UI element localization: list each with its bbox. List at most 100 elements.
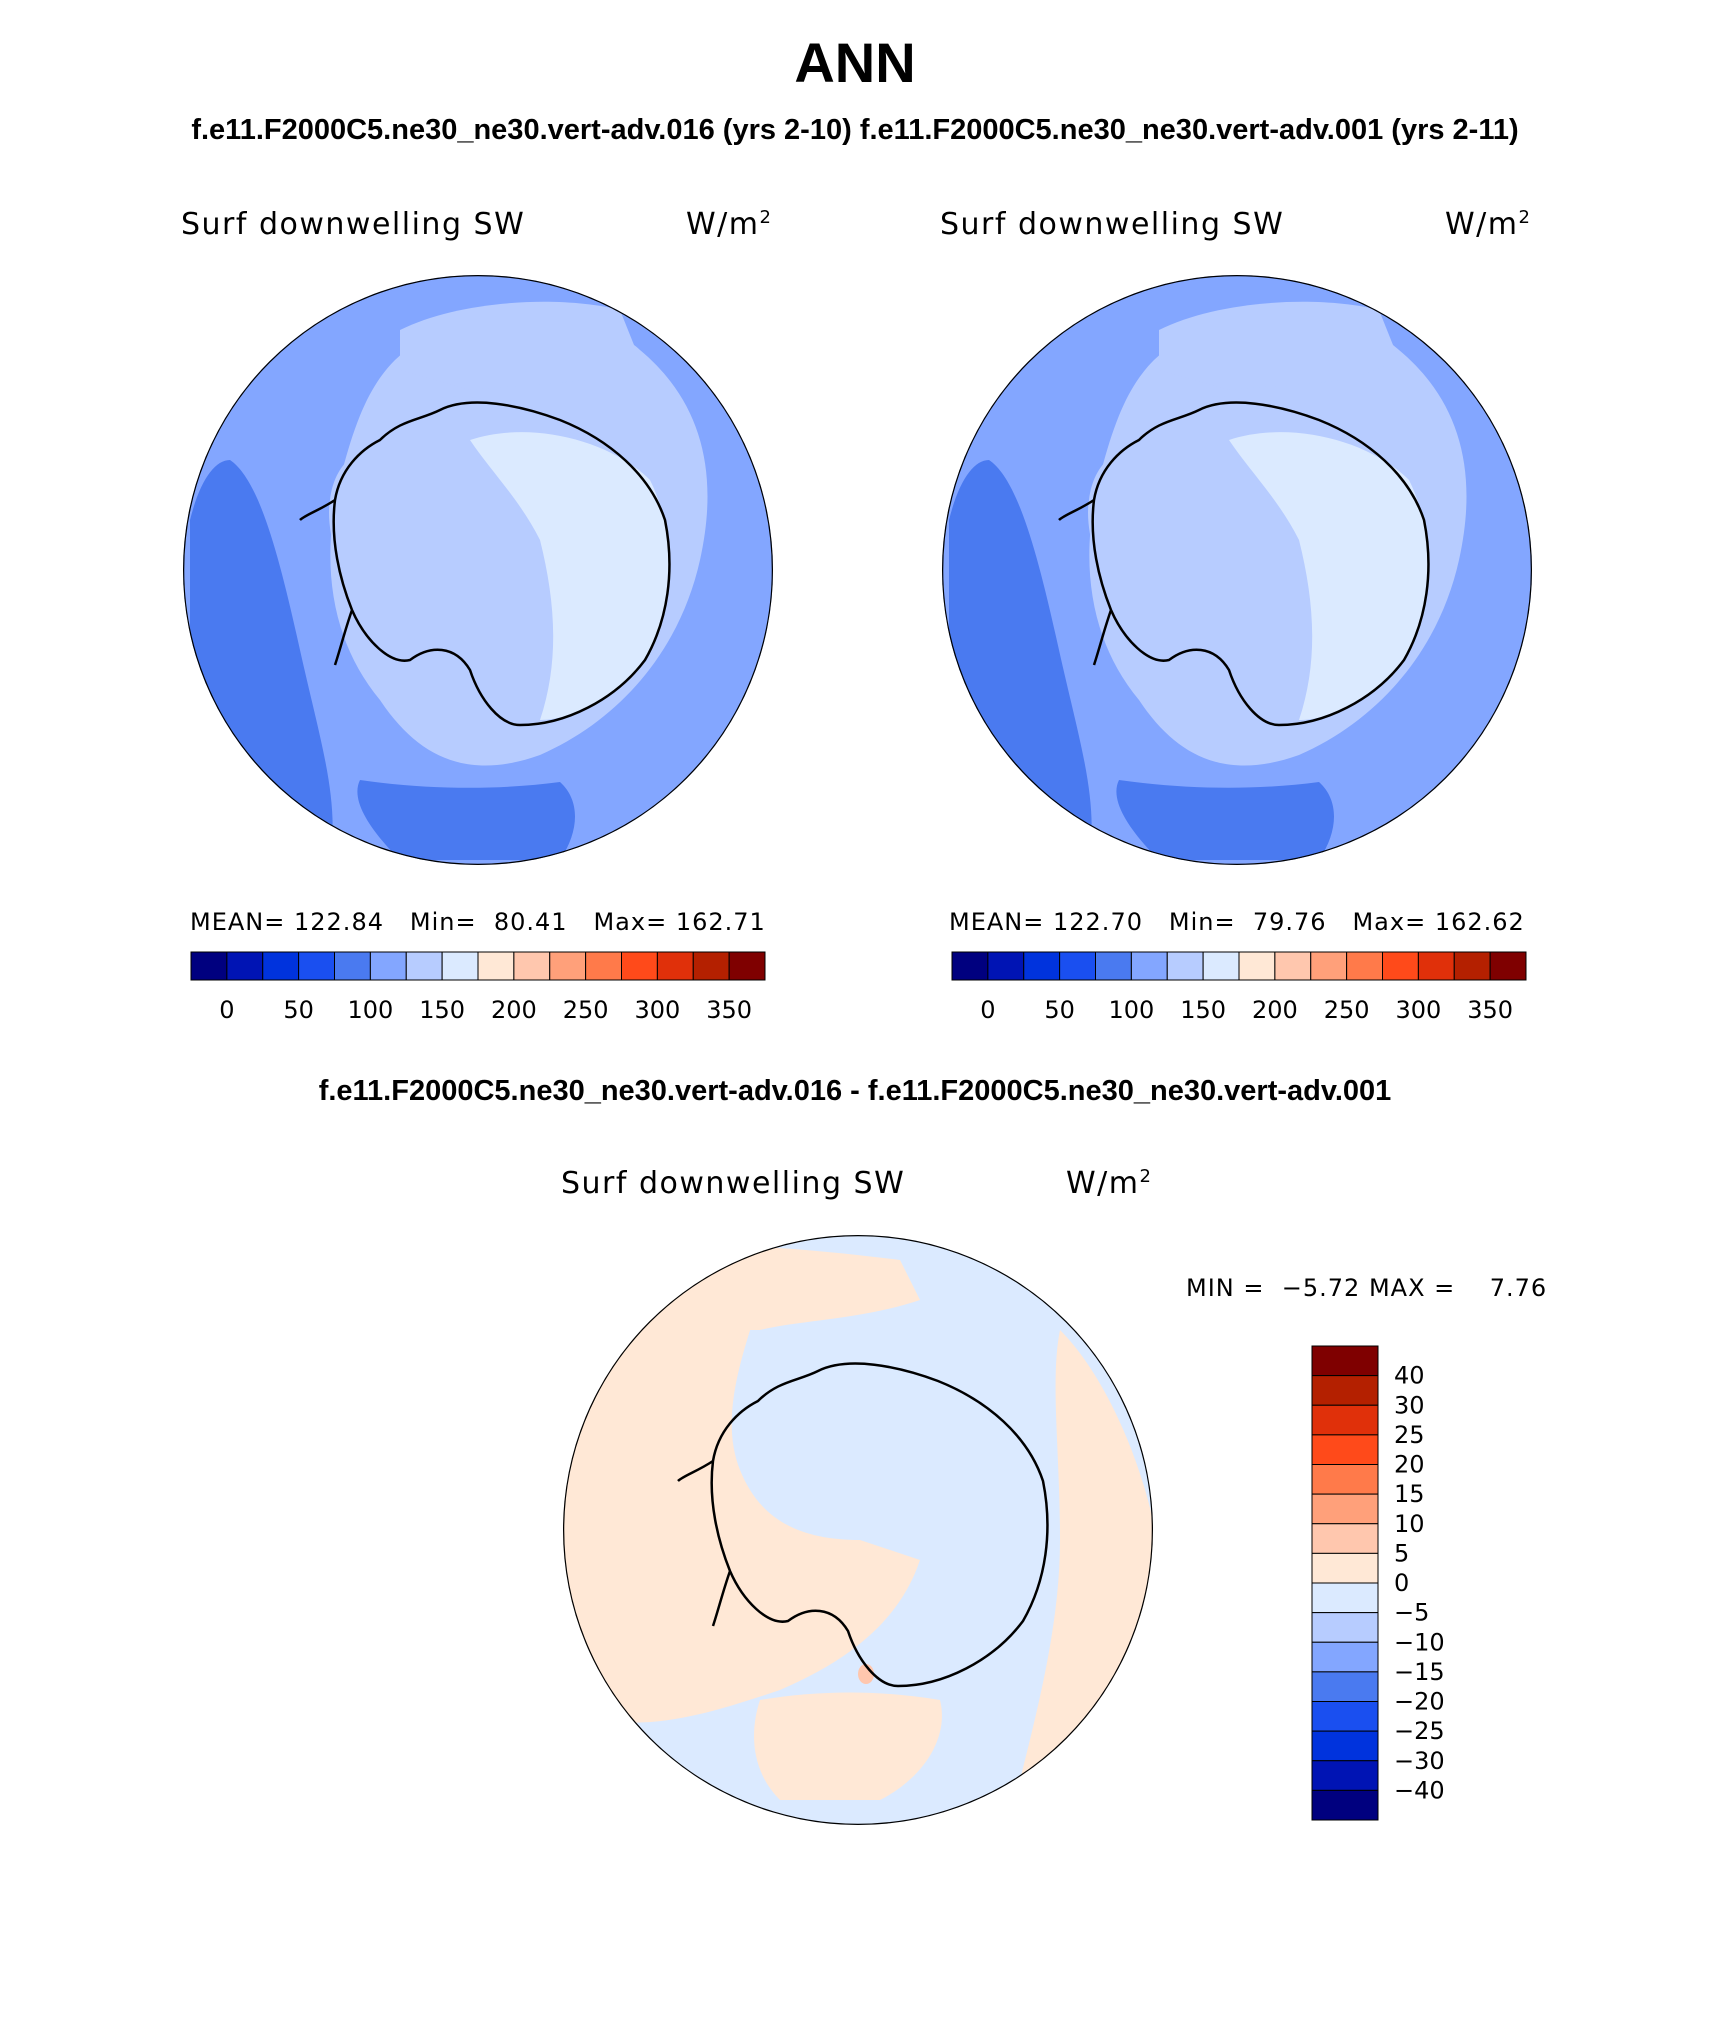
colorbar-label: 150 (1180, 996, 1226, 1024)
case2-label: f.e11.F2000C5.ne30_ne30.vert-adv.001 (yr… (859, 114, 1519, 146)
colorbar-label: 350 (1467, 996, 1513, 1024)
panel2-variable: Surf downwelling SW (940, 207, 1285, 242)
map-difference (563, 1235, 1153, 1825)
colorbar-box (1489, 951, 1527, 981)
colorbar-box (1311, 1345, 1379, 1377)
coastline (1058, 401, 1430, 727)
panel1-unit: W/m2 (686, 207, 773, 242)
colorbar-label: 300 (634, 996, 680, 1024)
colorbar-box (1311, 1434, 1379, 1465)
colorbar-box (1311, 1523, 1379, 1554)
ocean-mid-north (1159, 301, 1399, 390)
colorbar-label: 100 (1108, 996, 1154, 1024)
colorbar-box (549, 951, 587, 981)
colorbar-box (1311, 1641, 1379, 1673)
colorbar-box (1095, 951, 1132, 981)
colorbar-box (441, 951, 479, 981)
colorbar-label: 100 (347, 996, 393, 1024)
colorbar-box (262, 951, 300, 981)
colorbar-label: 50 (1044, 996, 1075, 1024)
panel2-stats: MEAN= 122.70 Min= 79.76 Max= 162.62 (949, 908, 1525, 936)
colorbar-box (1310, 951, 1348, 981)
colorbar-label: 0 (1394, 1569, 1409, 1597)
map-case2 (942, 275, 1532, 865)
case1-label: f.e11.F2000C5.ne30_ne30.vert-adv.016 (yr… (191, 114, 852, 146)
colorbar-case2: 0 50 100 150 200 250 300 350 (951, 951, 1527, 1024)
colorbar-label: 0 (219, 996, 234, 1024)
colorbar-box (1311, 1701, 1379, 1732)
case-labels-row: f.e11.F2000C5.ne30_ne30.vert-adv.016 (yr… (0, 114, 1710, 147)
colorbar-box (1166, 951, 1204, 981)
main-title: ANN (794, 31, 916, 94)
panel1-stats: MEAN= 122.84 Min= 80.41 Max= 162.71 (190, 908, 766, 936)
colorbar-label: 350 (706, 996, 752, 1024)
colorbar-box (585, 951, 622, 981)
colorbar-label: 200 (1252, 996, 1298, 1024)
colorbar-case1: 0 50 100 150 200 250 300 350 (190, 951, 766, 1024)
colorbar-label: 40 (1394, 1362, 1425, 1390)
colorbar-box (1274, 951, 1312, 981)
diff-minmax: MIN = −5.72 MAX = 7.76 (1186, 1274, 1548, 1302)
colorbar-box (1346, 951, 1383, 981)
colorbar-box (1311, 1582, 1379, 1614)
colorbar-box (1311, 1730, 1379, 1762)
colorbar-box (1453, 951, 1491, 981)
colorbar-box (987, 951, 1025, 981)
colorbar-label: 5 (1394, 1539, 1409, 1567)
colorbar-box (405, 951, 443, 981)
colorbar-box (1311, 1404, 1379, 1436)
colorbar-label: −40 (1394, 1776, 1445, 1804)
colorbar-box (692, 951, 730, 981)
colorbar-box (1417, 951, 1455, 981)
colorbar-label: 150 (419, 996, 465, 1024)
colorbar-box (1311, 1375, 1379, 1406)
coastline (677, 1362, 1049, 1688)
colorbar-label: 50 (283, 996, 314, 1024)
panel2-unit: W/m2 (1445, 207, 1532, 242)
colorbar-label: 10 (1394, 1510, 1425, 1538)
colorbar-box (1238, 951, 1276, 981)
colorbar-box (298, 951, 335, 981)
colorbar-label: 15 (1394, 1480, 1425, 1508)
colorbar-label: −20 (1394, 1688, 1445, 1716)
colorbar-box (1311, 1493, 1379, 1525)
continent-east (1229, 432, 1428, 720)
colorbar-box (1311, 1464, 1379, 1495)
colorbar-box (1311, 1612, 1379, 1643)
colorbar-box (1311, 1671, 1379, 1702)
colorbar-box (1311, 1789, 1379, 1821)
colorbar-box (1130, 951, 1168, 981)
colorbar-label: −25 (1394, 1717, 1445, 1745)
colorbar-box (513, 951, 551, 981)
panel1-variable: Surf downwelling SW (181, 207, 526, 242)
difference-title: f.e11.F2000C5.ne30_ne30.vert-adv.016 - f… (318, 1075, 1392, 1107)
colorbar-box (621, 951, 658, 981)
map-case1 (183, 275, 773, 865)
colorbar-label: 250 (1324, 996, 1370, 1024)
colorbar-box (334, 951, 371, 981)
colorbar-box (477, 951, 515, 981)
colorbar-label: 250 (563, 996, 609, 1024)
colorbar-label: −5 (1394, 1599, 1429, 1627)
ocean-mid-north (400, 301, 640, 390)
coastline (299, 401, 671, 727)
colorbar-box (1202, 951, 1240, 981)
diff-variable: Surf downwelling SW (561, 1166, 906, 1201)
colorbar-label: −30 (1394, 1747, 1445, 1775)
colorbar-box (1023, 951, 1061, 981)
diff-positive-south (754, 1692, 942, 1800)
colorbar-label: 0 (980, 996, 995, 1024)
colorbar-label: 300 (1395, 996, 1441, 1024)
colorbar-label: −15 (1394, 1658, 1445, 1686)
colorbar-label: 200 (491, 996, 537, 1024)
colorbar-box (951, 951, 989, 981)
colorbar-box (1311, 1760, 1379, 1791)
colorbar-label: −10 (1394, 1628, 1445, 1656)
colorbar-box (1382, 951, 1419, 981)
colorbar-box (226, 951, 264, 981)
colorbar-box (1311, 1552, 1379, 1584)
colorbar-box (190, 951, 228, 981)
colorbar-label: 30 (1394, 1391, 1425, 1419)
